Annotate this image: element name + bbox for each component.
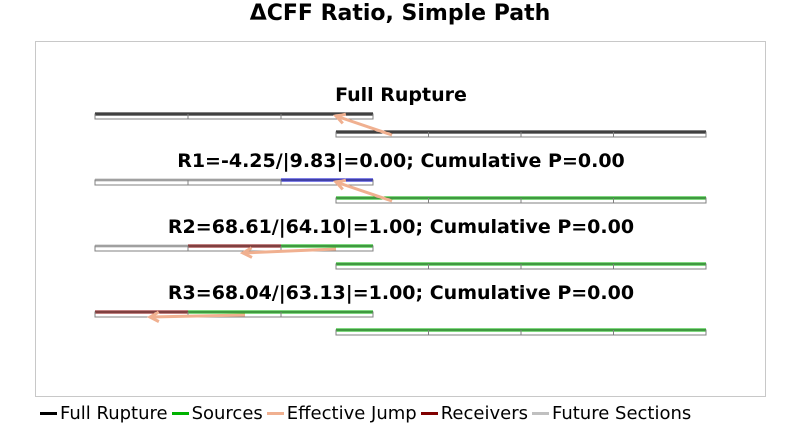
legend: Full Rupture Sources Effective Jump Rece…: [40, 402, 691, 424]
full-rupture-jump-arrow: [335, 114, 393, 137]
legend-item-full-rupture: Full Rupture: [40, 403, 168, 424]
r2-jump-arrow-head: [239, 246, 253, 259]
legend-label-sources: Sources: [191, 402, 263, 424]
legend-swatch-receivers: [420, 411, 438, 415]
panel-label-full-rupture: Full Rupture: [335, 84, 467, 106]
full-rupture-top-trace-outline: [94, 113, 374, 120]
legend-label-effective-jump: Effective Jump: [286, 402, 417, 424]
r2-top-trace-outline: [94, 245, 374, 252]
fault-marks: [94, 112, 707, 336]
r1-jump-arrow: [335, 180, 393, 203]
legend-item-effective-jump: Effective Jump: [266, 402, 417, 424]
r3-jump-arrow-head: [146, 310, 160, 323]
plot-frame: [35, 41, 766, 397]
r1-jump-arrow-head: [333, 178, 347, 191]
r2-jump-arrow: [242, 247, 337, 255]
legend-item-receivers: Receivers: [420, 402, 528, 424]
legend-label-future-sections: Future Sections: [551, 402, 692, 424]
legend-swatch-full-rupture: [40, 411, 57, 415]
legend-swatch-effective-jump: [266, 411, 284, 415]
legend-swatch-sources: [171, 411, 189, 415]
legend-swatch-future-sections: [531, 411, 549, 415]
chart-title: ΔCFF Ratio, Simple Path: [249, 1, 551, 26]
r1-top-trace-outline: [94, 179, 374, 186]
legend-label-full-rupture: Full Rupture: [60, 402, 168, 424]
full-rupture-jump-arrow-head: [333, 112, 347, 125]
panel-label-r2: R2=68.61/|64.10|=1.00; Cumulative P=0.00: [168, 216, 634, 238]
legend-item-future-sections: Future Sections: [531, 402, 692, 424]
legend-item-sources: Sources: [171, 402, 263, 424]
r3-top-trace-outline: [94, 311, 374, 318]
fault-diagram: Full Rupture R1=-4.25/|9.83|=0.00; Cumul…: [94, 84, 707, 336]
panel-label-r3: R3=68.04/|63.13|=1.00; Cumulative P=0.00: [168, 282, 634, 304]
legend-label-receivers: Receivers: [440, 402, 528, 424]
panel-label-r1: R1=-4.25/|9.83|=0.00; Cumulative P=0.00: [177, 150, 625, 172]
r3-jump-arrow: [149, 313, 246, 319]
